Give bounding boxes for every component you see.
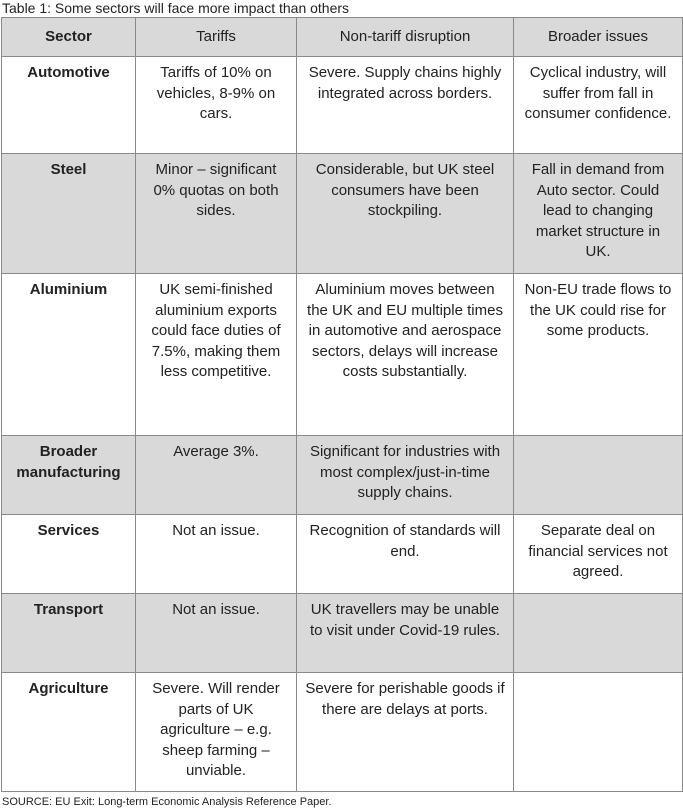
sector-cell: Steel <box>1 153 136 274</box>
sector-cell: Agriculture <box>1 672 136 792</box>
header-cell: Broader issues <box>513 17 683 57</box>
table-cell: Considerable, but UK steel consumers hav… <box>296 153 514 274</box>
table-cell: Severe. Will render parts of UK agricult… <box>135 672 297 792</box>
table-row: Aluminium UK semi-finished aluminium expo… <box>1 273 683 436</box>
table-cell: Not an issue. <box>135 514 297 594</box>
table-cell <box>513 672 683 792</box>
table: Sector Tariffs Non-tariff disruption Broade… <box>1 17 683 792</box>
table-cell: Average 3%. <box>135 435 297 515</box>
header-cell: Sector <box>1 17 136 57</box>
header-row: Sector Tariffs Non-tariff disruption Broade… <box>1 17 683 57</box>
table-row: Agriculture Severe. Will render parts of … <box>1 672 683 792</box>
table-cell: UK semi-finished aluminium exports could… <box>135 273 297 436</box>
table-row: Services Not an issue. Recognition of stan… <box>1 514 683 594</box>
sector-cell: Automotive <box>1 56 136 154</box>
table-cell: Not an issue. <box>135 593 297 673</box>
table-title: Table 1: Some sectors will face more imp… <box>2 0 350 16</box>
source-note: SOURCE: EU Exit: Long-term Economic Anal… <box>2 796 332 808</box>
table-cell: UK travellers may be unable to visit und… <box>296 593 514 673</box>
sector-cell: Transport <box>1 593 136 673</box>
header-cell: Tariffs <box>135 17 297 57</box>
table-row: Automotive Tariffs of 10% on vehicles, 8-… <box>1 56 683 154</box>
table-cell: Recognition of standards will end. <box>296 514 514 594</box>
sector-cell: Aluminium <box>1 273 136 436</box>
sector-cell: Services <box>1 514 136 594</box>
table-cell: Non-EU trade flows to the UK could rise … <box>513 273 683 436</box>
table-row: Steel Minor – significant 0% quotas on bo… <box>1 153 683 274</box>
table-cell: Minor – significant 0% quotas on both si… <box>135 153 297 274</box>
table-cell: Tariffs of 10% on vehicles, 8-9% on cars… <box>135 56 297 154</box>
header-cell: Non-tariff disruption <box>296 17 514 57</box>
table-cell: Significant for industries with most com… <box>296 435 514 515</box>
table-cell <box>513 435 683 515</box>
table-cell: Severe. Supply chains highly integrated … <box>296 56 514 154</box>
table-row: Broader manufacturing Average 3%. Signific… <box>1 435 683 515</box>
table-cell: Cyclical industry, will suffer from fall… <box>513 56 683 154</box>
table-cell: Aluminium moves between the UK and EU mu… <box>296 273 514 436</box>
table-cell: Severe for perishable goods if there are… <box>296 672 514 792</box>
table-cell: Separate deal on financial services not … <box>513 514 683 594</box>
sector-cell: Broader manufacturing <box>1 435 136 515</box>
table-cell: Fall in demand from Auto sector. Could l… <box>513 153 683 274</box>
table-cell <box>513 593 683 673</box>
table-row: Transport Not an issue. UK travellers may … <box>1 593 683 673</box>
